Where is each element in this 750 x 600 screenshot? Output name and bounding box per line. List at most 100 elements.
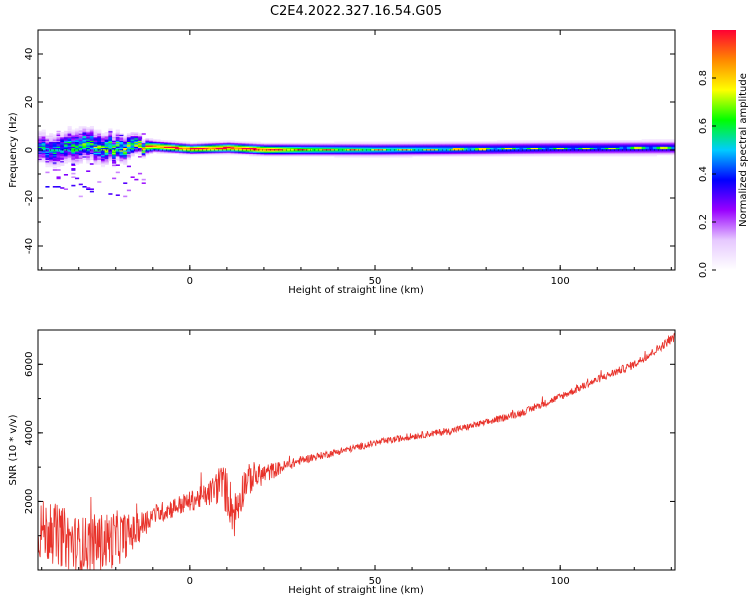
spectrogram-cell <box>437 153 443 156</box>
spectrogram-cell <box>652 151 657 153</box>
spectrogram-cell <box>197 153 202 156</box>
spectrogram-cell <box>49 135 54 138</box>
spectrogram-cell <box>567 147 572 150</box>
spectrogram-cell <box>89 130 94 133</box>
spectrogram-cell <box>112 138 117 140</box>
spectrogram-cell <box>78 150 83 152</box>
spectrogram-cell <box>104 145 109 147</box>
spectrogram-cell <box>378 151 383 153</box>
spectrogram-cell <box>56 153 61 156</box>
spectrogram-cell <box>52 154 57 157</box>
spectrogram-cell <box>212 152 217 154</box>
spectrogram-cell <box>89 140 94 142</box>
spectrogram-cell <box>152 141 157 144</box>
spectrogram-cell <box>323 146 328 148</box>
spectrogram-cell <box>71 129 76 132</box>
spectrogram-cell <box>215 144 220 146</box>
spectrogram-cell <box>637 147 643 150</box>
spectrogram-cell <box>430 144 435 146</box>
spectrogram-cell <box>660 141 665 144</box>
spectrogram-cell <box>82 146 87 148</box>
spectrogram-cell <box>475 141 480 144</box>
spectrogram-cell <box>471 153 476 156</box>
spectrogram-cell <box>334 156 339 158</box>
spectrogram-cell <box>375 146 380 148</box>
spectrogram-cell <box>226 146 231 148</box>
spectrogram-cell <box>541 144 546 146</box>
spectrogram-cell <box>608 152 613 154</box>
spectrogram-cell <box>241 151 246 153</box>
spectrogram-cell <box>156 142 161 145</box>
spectrogram-cell <box>619 147 624 150</box>
spectrogram-cell <box>656 153 661 156</box>
spectrogram-cell <box>126 139 131 141</box>
spectrogram-cell <box>200 152 206 154</box>
spectrogram-cell <box>263 153 269 156</box>
spectrogram-cell <box>393 141 398 144</box>
spectrogram-cell <box>82 158 87 160</box>
spectrogram-cell <box>626 150 631 152</box>
spectrogram-cell <box>526 151 531 153</box>
spectrogram-cell <box>149 152 154 154</box>
spectrogram-cell <box>534 147 539 150</box>
spectrogram-cell <box>245 151 250 153</box>
spectrogram-cell <box>260 144 265 146</box>
spectrogram-cell <box>67 154 72 157</box>
spectrogram-cell <box>563 147 568 150</box>
spectrogram-cell <box>115 134 120 136</box>
spectrogram-cell <box>645 139 650 141</box>
spectrogram-cell <box>300 150 306 152</box>
spectrogram-cell <box>234 147 239 150</box>
spectrogram-cell <box>197 147 202 150</box>
spectrogram-cell <box>623 145 628 147</box>
spectrogram-cell <box>100 163 106 165</box>
spectrogram-cell <box>56 142 61 145</box>
spectrogram-cell <box>523 145 528 147</box>
spectrogram-cell <box>589 146 594 148</box>
spectrogram-cell <box>186 148 191 151</box>
spectrogram-cell <box>534 144 539 146</box>
spectrogram-cell <box>497 140 502 142</box>
spectrogram-cell <box>600 146 606 148</box>
spectrogram-cell <box>97 156 102 158</box>
spectrogram-cell <box>226 144 231 146</box>
spectrogram-cell <box>75 159 80 162</box>
spectrogram-cell <box>341 146 346 148</box>
spectrogram-cell <box>593 145 598 147</box>
spectrogram-cell <box>434 150 439 152</box>
y-tick-label: 20 <box>24 96 35 109</box>
spectrogram-cell <box>119 157 124 159</box>
spectrogram-cell <box>563 141 568 144</box>
spectrogram-cell <box>378 148 383 151</box>
spectrogram-cell <box>152 145 157 147</box>
spectrogram-cell <box>582 147 587 150</box>
spectrogram-cell <box>178 148 183 151</box>
spectrogram-cell <box>323 150 328 152</box>
spectrogram-cell <box>123 182 128 184</box>
spectrogram-cell <box>52 165 57 168</box>
spectrogram-cell <box>126 150 131 152</box>
spectrogram-cell <box>93 139 98 141</box>
spectrogram-x-axis-label: Height of straight line (km) <box>288 285 424 296</box>
spectrogram-cell <box>78 141 83 144</box>
spectrogram-cell <box>482 141 487 144</box>
spectrogram-cell <box>512 144 517 146</box>
spectrogram-cell <box>367 146 372 148</box>
spectrogram-cell <box>38 156 43 158</box>
spectrogram-cell <box>589 141 594 144</box>
spectrogram-cell <box>126 156 131 158</box>
spectrogram-cell <box>52 134 57 136</box>
spectrogram-cell <box>71 163 76 165</box>
spectrogram-cell <box>78 135 83 138</box>
spectrogram-cell <box>67 145 72 147</box>
spectrogram-cell <box>630 150 635 152</box>
spectrogram-cell <box>478 147 483 150</box>
colorbar-tick-label: 0.8 <box>698 70 709 86</box>
spectrogram-cell <box>608 146 613 148</box>
spectrogram-cell <box>641 146 646 148</box>
spectrogram-cell <box>626 144 631 146</box>
spectrogram-cell <box>637 153 643 156</box>
spectrogram-cell <box>126 138 131 140</box>
spectrogram-cell <box>123 158 128 160</box>
spectrogram-cell <box>123 147 128 150</box>
